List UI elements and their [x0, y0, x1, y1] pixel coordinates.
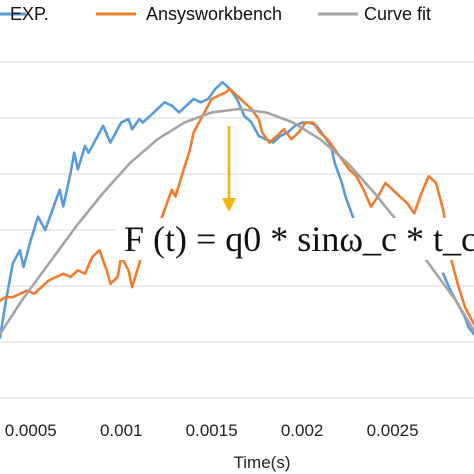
gridlines [0, 61, 474, 399]
legend: EXP. Ansysworkbench Curve fit [0, 4, 431, 24]
x-tick-label: 0.0015 [186, 421, 238, 440]
series-lines [0, 80, 474, 339]
arrow-head [222, 198, 236, 212]
legend-item: Ansysworkbench [96, 4, 282, 24]
x-tick-label: 0.002 [281, 421, 324, 440]
x-tick-label: 0.001 [100, 421, 143, 440]
x-tick-labels: 0.0005 0.001 0.0015 0.002 0.0025 [5, 421, 419, 440]
series-line-ansysworkbench [0, 87, 474, 326]
legend-label: Curve fit [364, 4, 431, 24]
equation-annotation: F (t) = q0 * sinω_c * t_c [116, 218, 474, 260]
legend-item: Curve fit [318, 4, 431, 24]
annotation-arrow [222, 126, 236, 212]
x-tick-label: 0.0005 [5, 421, 57, 440]
x-tick-label: 0.0025 [367, 421, 419, 440]
legend-item: EXP. [0, 4, 49, 24]
x-axis-title: Time(s) [234, 453, 291, 472]
legend-label: EXP. [10, 4, 49, 24]
legend-label: Ansysworkbench [146, 4, 282, 24]
